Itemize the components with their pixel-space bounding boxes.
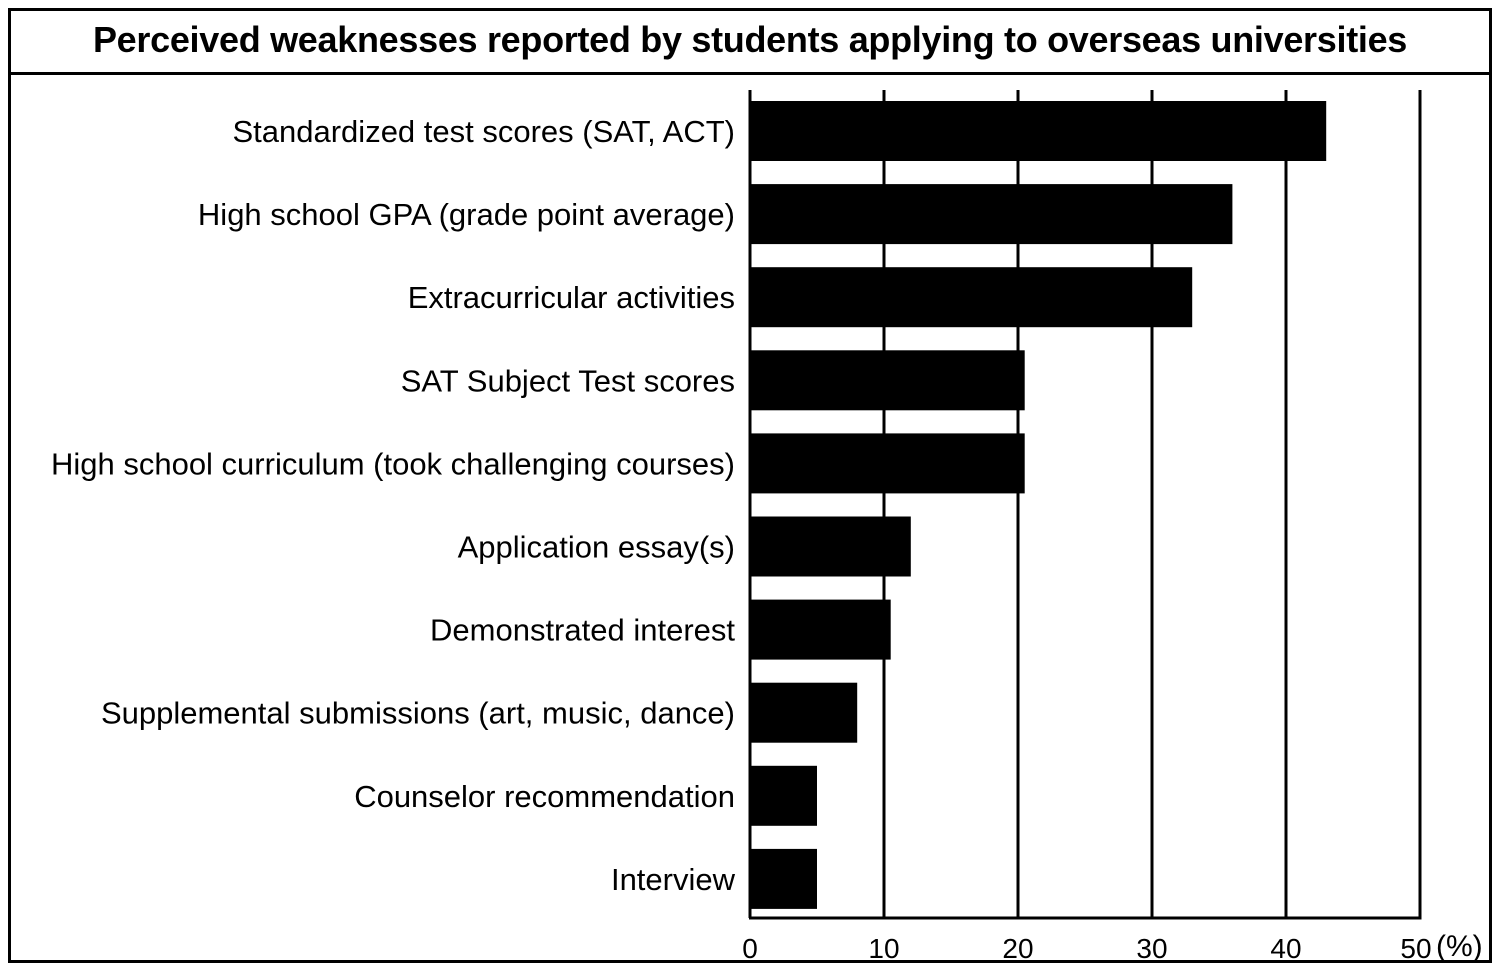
bar [750, 267, 1193, 328]
bar [750, 433, 1025, 494]
bar [750, 101, 1327, 161]
category-label: Interview [611, 862, 736, 897]
bar [750, 682, 858, 743]
category-label: Extracurricular activities [408, 280, 735, 315]
category-label: Application essay(s) [458, 530, 735, 565]
x-tick-label: 50 [1400, 933, 1431, 964]
category-label: SAT Subject Test scores [401, 363, 735, 398]
x-unit-label: (%) [1436, 930, 1483, 963]
bar [750, 516, 911, 577]
bar [750, 350, 1025, 411]
chart-title: Perceived weaknesses reported by student… [92, 19, 1408, 60]
category-label: High school curriculum (took challenging… [51, 446, 735, 481]
category-label: Counselor recommendation [354, 779, 735, 814]
x-tick-label: 20 [1002, 933, 1033, 964]
x-tick-label: 10 [868, 933, 899, 964]
x-tick-label: 30 [1136, 933, 1167, 964]
x-tick-label: 40 [1270, 933, 1301, 964]
bar [750, 599, 891, 660]
category-label: Demonstrated interest [430, 613, 735, 648]
x-tick-label: 0 [742, 933, 758, 964]
bar [750, 848, 817, 909]
chart-frame [8, 8, 1492, 963]
bar [750, 765, 817, 826]
bar [750, 184, 1233, 245]
category-label: Supplemental submissions (art, music, da… [101, 696, 735, 731]
category-label: Standardized test scores (SAT, ACT) [232, 114, 735, 149]
category-label: High school GPA (grade point average) [198, 197, 735, 232]
chart-title-bar: Perceived weaknesses reported by student… [8, 8, 1492, 75]
